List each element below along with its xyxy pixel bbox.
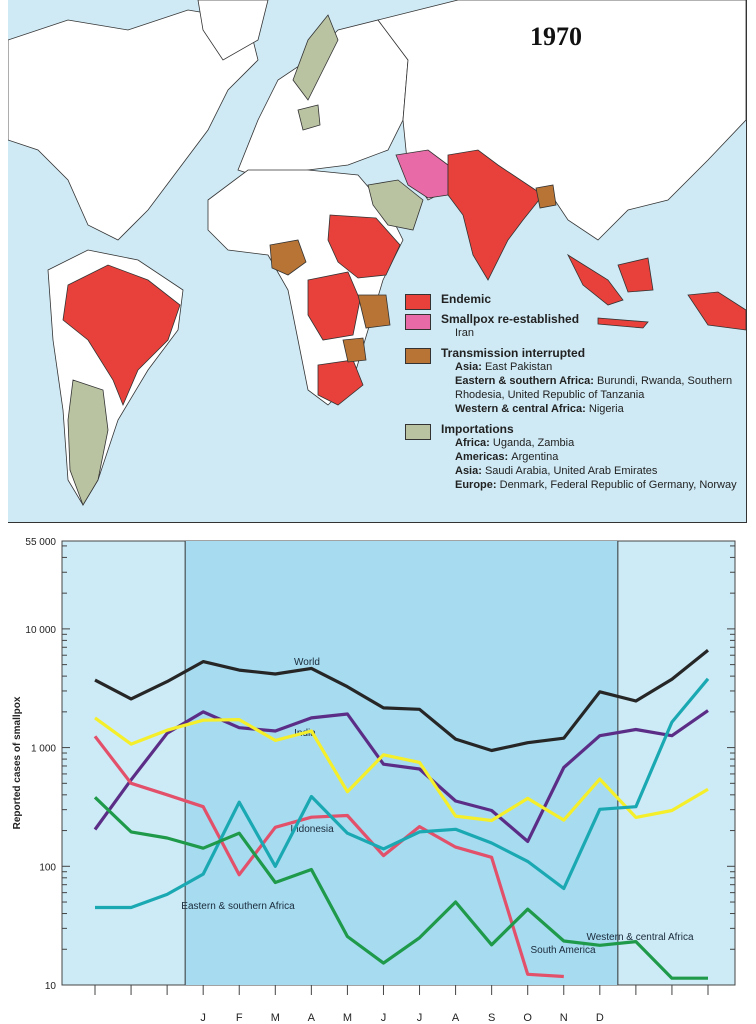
legend-title: Importations <box>441 422 514 436</box>
sudan-ethiopia-endemic <box>327 214 401 279</box>
legend-countries: Nigeria <box>588 403 624 415</box>
map-year-title: 1970 <box>530 22 582 51</box>
map-legend: Endemic Smallpox re-established Iran Transm… <box>401 292 751 498</box>
legend-line: Asia: Saudi Arabia, United Arab Emirates <box>441 464 751 478</box>
legend-region: Asia: <box>455 465 485 477</box>
rhodesia-interrupted <box>342 337 367 363</box>
legend-swatch <box>405 314 431 330</box>
series-line-world <box>94 649 710 753</box>
south-africa-endemic <box>317 359 364 406</box>
legend-title: Endemic <box>441 292 492 306</box>
month-label: D <box>596 1012 604 1024</box>
series-line-eastern-southern-africa <box>95 677 710 910</box>
legend-region: Americas: <box>455 451 512 463</box>
legend-line: Eastern & southern Africa: Burundi, Rwan… <box>441 374 751 402</box>
legend-region: Eastern & southern Africa: <box>455 375 598 387</box>
legend-item-endemic: Endemic <box>401 292 751 310</box>
world-map-1970: 1970 Endemic Smallpox re-established Iran T… <box>8 0 747 523</box>
legend-title: Transmission interrupted <box>441 346 586 360</box>
y-tick-label: 10 <box>45 981 57 992</box>
series-label: South America <box>530 945 595 956</box>
series-line-western-central-africa <box>93 796 708 980</box>
legend-line: Americas: Argentina <box>441 450 751 464</box>
legend-title: Smallpox re-established <box>441 312 580 326</box>
series-label: World <box>294 657 320 668</box>
legend-region: Europe: <box>455 479 500 491</box>
indonesia-endemic <box>567 253 746 331</box>
legend-region: Africa: <box>455 437 493 449</box>
chart-svg: 55 000 10 000 1 000 100 10 Reported cases of … <box>12 537 736 1024</box>
month-label: O <box>523 1012 532 1024</box>
month-label: A <box>452 1012 460 1024</box>
legend-line: Africa: Uganda, Zambia <box>441 436 751 450</box>
y-axis-label: Reported cases of smallpox <box>12 696 23 829</box>
saudi-arabia-importation <box>367 179 424 231</box>
legend-countries: Burundi, Rwanda, Southern Rhodesia, Unit… <box>455 375 733 401</box>
greenland <box>197 0 269 61</box>
legend-countries: Denmark, Federal Republic of Germany, No… <box>499 479 737 491</box>
y-tick-label: 100 <box>39 862 56 873</box>
month-label: M <box>343 1012 352 1024</box>
y-tick-label: 55 000 <box>25 537 56 548</box>
scandinavia-importation <box>292 14 339 101</box>
series-label: Western & central Africa <box>586 932 694 943</box>
year-1970-band <box>185 541 618 985</box>
legend-region: Asia: <box>455 361 485 373</box>
germany-importation <box>297 104 321 131</box>
legend-line: Europe: Denmark, Federal Republic of Ger… <box>441 478 751 492</box>
month-label: J <box>417 1012 423 1024</box>
series-line-indonesia <box>94 716 709 823</box>
legend-swatch <box>405 348 431 364</box>
brazil-endemic <box>62 264 181 407</box>
map-drawing <box>8 0 746 506</box>
legend-region: Western & central Africa: <box>455 403 589 415</box>
smallpox-cases-chart: 55 000 10 000 1 000 100 10 Reported cases of … <box>0 535 756 1024</box>
legend-line: Western & central Africa: Nigeria <box>441 402 751 416</box>
month-label: A <box>308 1012 316 1024</box>
legend-item-reestablished: Smallpox re-established Iran <box>401 312 751 340</box>
legend-countries: Uganda, Zambia <box>492 437 575 449</box>
y-tick-label: 10 000 <box>25 625 56 636</box>
nigeria-interrupted <box>269 239 307 276</box>
month-label: F <box>236 1012 243 1024</box>
series-line-india <box>93 709 709 843</box>
legend-item-interrupted: Transmission interrupted Asia: East Pakis… <box>401 346 751 416</box>
legend-countries: Iran <box>455 327 474 339</box>
month-label: N <box>560 1012 568 1024</box>
legend-countries: East Pakistan <box>484 361 553 373</box>
y-tick-label: 1 000 <box>31 744 56 755</box>
legend-countries: Argentina <box>511 451 559 463</box>
legend-item-importations: Importations Africa: Uganda, Zambia Americ… <box>401 422 751 492</box>
month-label: M <box>271 1012 280 1024</box>
legend-line: Iran <box>441 326 751 340</box>
legend-line: Asia: East Pakistan <box>441 360 751 374</box>
legend-countries: Saudi Arabia, United Arab Emirates <box>484 465 658 477</box>
series-label: Eastern & southern Africa <box>181 901 295 912</box>
north-america <box>8 9 259 241</box>
tanzania-interrupted <box>357 294 391 329</box>
east-pakistan-interrupted <box>535 184 557 209</box>
congo-endemic <box>307 271 361 341</box>
legend-swatch <box>405 294 431 310</box>
argentina-importation <box>67 379 109 506</box>
series-label: Indonesia <box>290 824 334 835</box>
legend-swatch <box>405 424 431 440</box>
south-asia-endemic <box>447 149 544 281</box>
month-label: S <box>488 1012 495 1024</box>
month-label: J <box>381 1012 387 1024</box>
month-label: J <box>200 1012 206 1024</box>
